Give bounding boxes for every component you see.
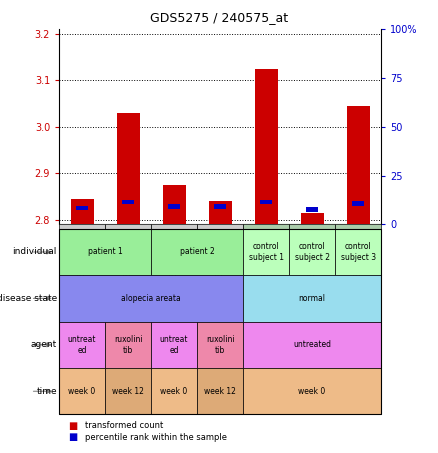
Text: untreated: untreated <box>293 340 331 349</box>
Text: control
subject 3: control subject 3 <box>340 242 376 262</box>
Text: GDS5275 / 240575_at: GDS5275 / 240575_at <box>150 11 288 24</box>
Bar <box>122 200 134 204</box>
Text: disease state: disease state <box>0 294 57 303</box>
Text: week 0: week 0 <box>298 387 326 396</box>
Bar <box>214 204 226 209</box>
Text: week 0: week 0 <box>68 387 96 396</box>
Bar <box>352 201 364 206</box>
Bar <box>260 200 272 204</box>
Text: control
subject 2: control subject 2 <box>295 242 329 262</box>
Bar <box>208 201 232 224</box>
Text: individual: individual <box>13 247 57 256</box>
Bar <box>346 106 370 224</box>
Bar <box>300 212 324 224</box>
Text: control
subject 1: control subject 1 <box>249 242 283 262</box>
Text: transformed count: transformed count <box>85 421 164 430</box>
Text: untreat
ed: untreat ed <box>68 335 96 355</box>
Text: ■: ■ <box>68 432 77 442</box>
Text: patient 2: patient 2 <box>180 247 215 256</box>
Bar <box>254 69 278 224</box>
Text: patient 1: patient 1 <box>88 247 123 256</box>
Text: ■: ■ <box>68 421 77 431</box>
Bar <box>117 113 140 224</box>
Text: normal: normal <box>299 294 325 303</box>
Bar <box>162 185 186 224</box>
Text: untreat
ed: untreat ed <box>160 335 188 355</box>
Bar <box>168 204 180 209</box>
Text: week 0: week 0 <box>160 387 188 396</box>
Text: week 12: week 12 <box>204 387 236 396</box>
Text: alopecia areata: alopecia areata <box>121 294 181 303</box>
Text: week 12: week 12 <box>112 387 144 396</box>
Text: percentile rank within the sample: percentile rank within the sample <box>85 433 227 442</box>
Bar <box>76 206 88 210</box>
Text: agent: agent <box>31 340 57 349</box>
Text: time: time <box>36 387 57 396</box>
Bar <box>306 207 318 212</box>
Bar <box>71 199 94 224</box>
Text: ruxolini
tib: ruxolini tib <box>206 335 234 355</box>
Text: ruxolini
tib: ruxolini tib <box>114 335 142 355</box>
